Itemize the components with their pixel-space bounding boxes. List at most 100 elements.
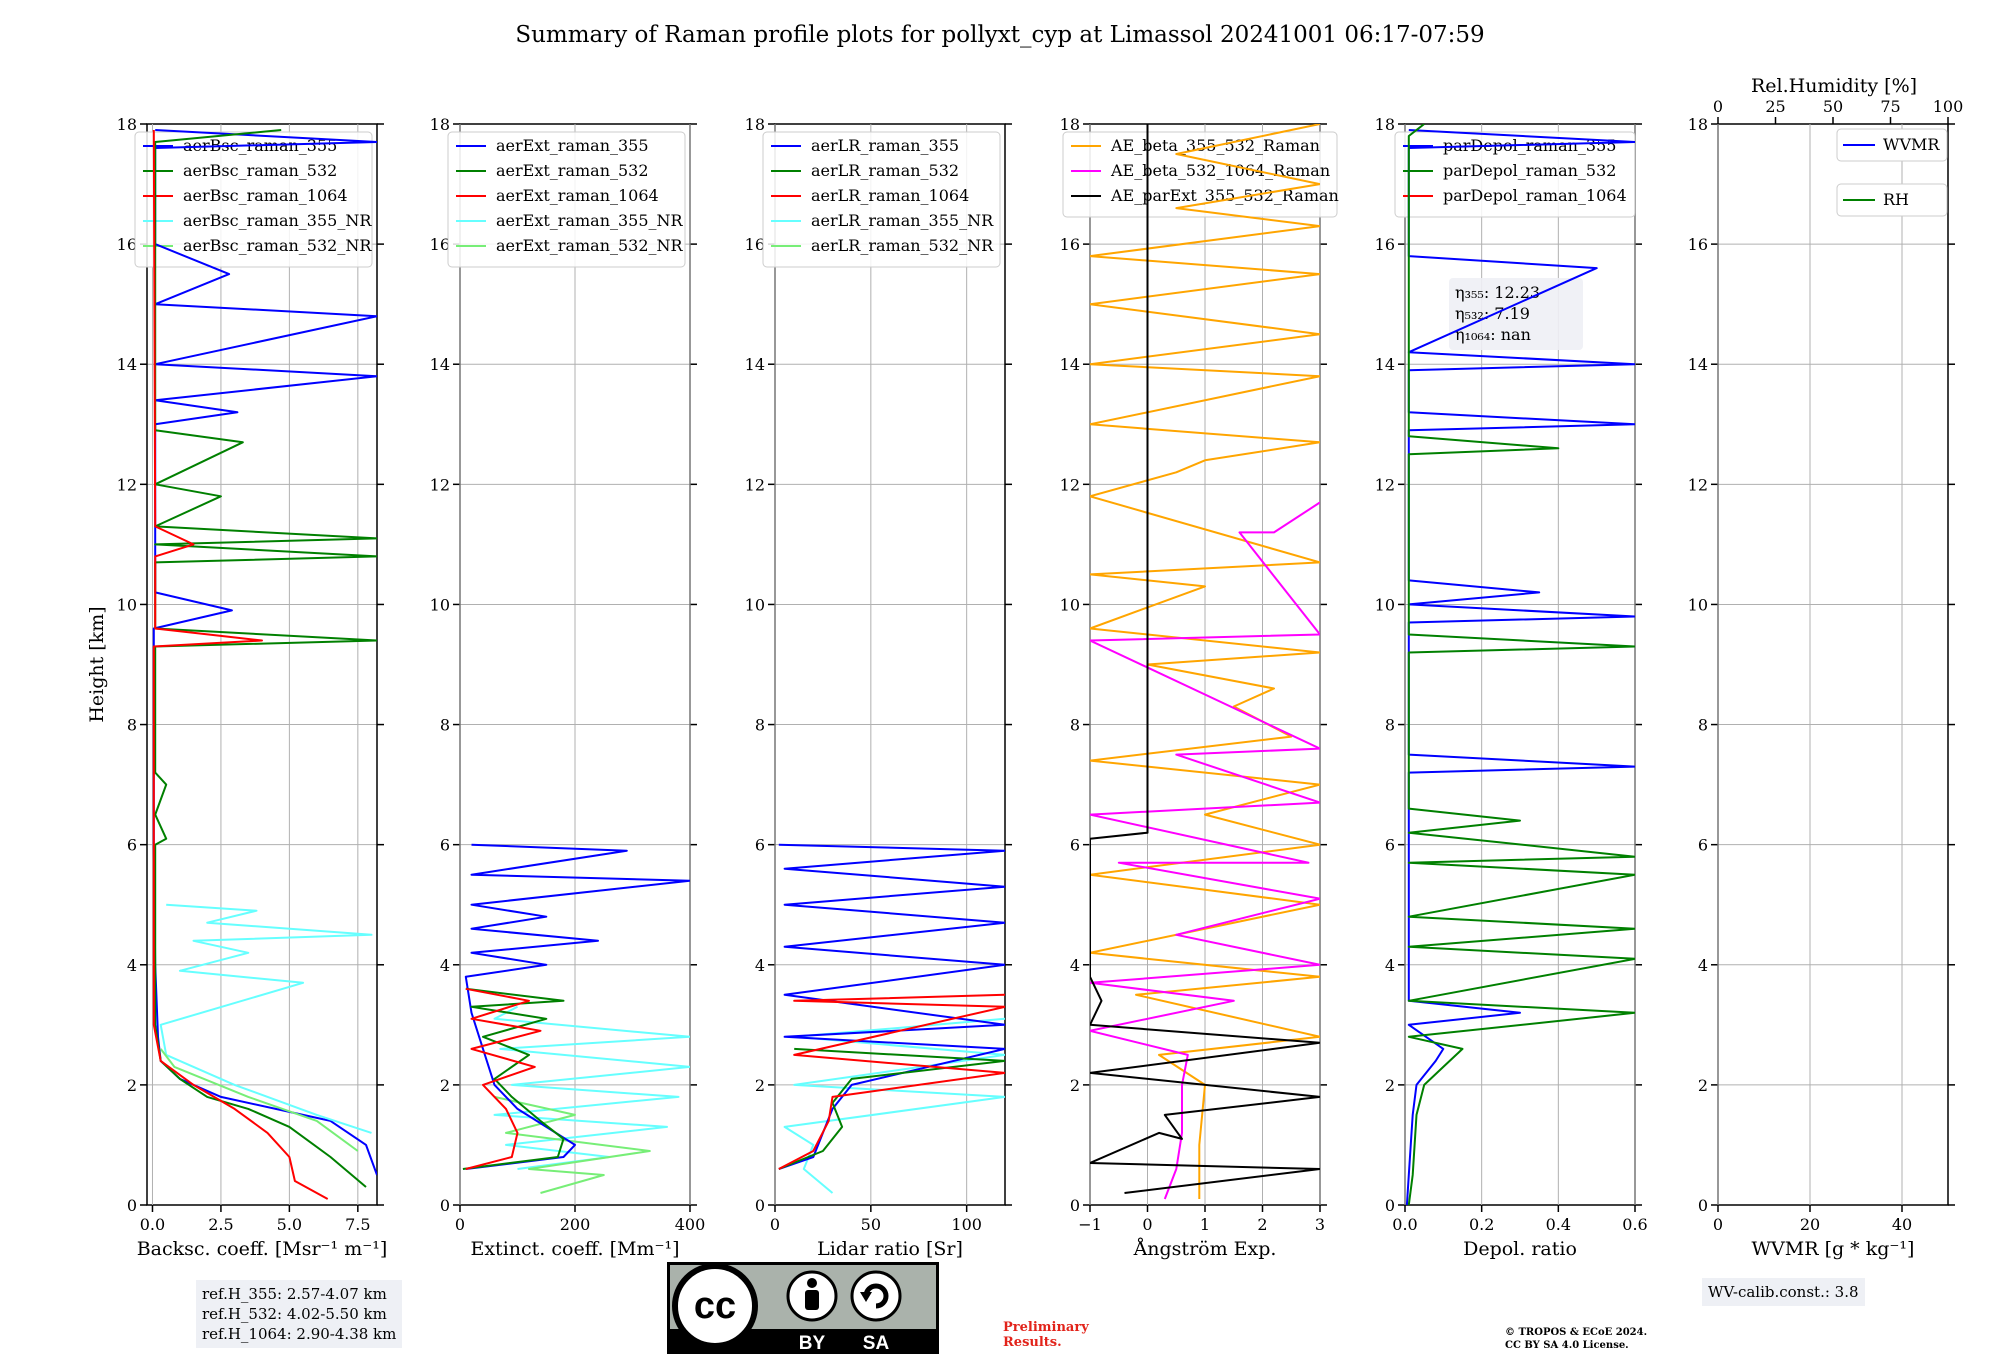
ext-series-aerExt_raman_355 <box>464 843 690 1170</box>
ext-legend-label: aerExt_raman_355_NR <box>496 211 684 230</box>
bsc-xlabel: Backsc. coeff. [Msr⁻¹ m⁻¹] <box>137 1238 388 1260</box>
rh-top-tick-label: 25 <box>1765 97 1785 116</box>
bsc-series-aerBsc_raman_1064 <box>152 129 329 1200</box>
ext-series-aerExt_raman_532 <box>462 987 565 1170</box>
depol-annotation-line: η₁₀₆₄: nan <box>1455 325 1531 344</box>
ae-ytick-label: 16 <box>1060 235 1080 254</box>
wv-ytick-label: 6 <box>1698 836 1708 855</box>
copyright-note: © TROPOS & ECoE 2024. CC BY SA 4.0 Licen… <box>1505 1326 1647 1352</box>
ext-legend-label: aerExt_raman_532_NR <box>496 236 684 255</box>
sa-share-arc <box>863 1283 889 1309</box>
wv-ytick-label: 16 <box>1688 235 1708 254</box>
ae-legend-box <box>1062 131 1338 218</box>
ext-series-aerExt_raman_355_NR <box>493 1005 690 1170</box>
wv-frame <box>1717 123 1949 1206</box>
bsc-legend-label: aerBsc_raman_532_NR <box>183 236 372 255</box>
ext-xtick-label: 400 <box>675 1215 706 1234</box>
by-text: BY <box>799 1333 826 1354</box>
ext-series-aerExt_raman_532_NR <box>494 1095 651 1194</box>
ext-legend-box <box>447 131 686 268</box>
ae-ytick-label: 0 <box>1070 1196 1080 1215</box>
depol-ytick-label: 18 <box>1375 115 1395 134</box>
wv-xtick-label: 40 <box>1892 1215 1912 1234</box>
lr-ytick-label: 18 <box>745 115 765 134</box>
bsc-ytick-label: 10 <box>117 595 137 614</box>
bsc-xtick-label: 7.5 <box>345 1215 370 1234</box>
ae-xtick-label: 0 <box>1142 1215 1152 1234</box>
ae-ytick-label: 18 <box>1060 115 1080 134</box>
bsc-ytick-label: 2 <box>127 1076 137 1095</box>
wvmr-legend-box <box>1836 128 1948 162</box>
depol-axes: 0 2 4 6 8 10 12 14 16 18 0.0 0.2 0.4 0.6 Depol. ratio p… <box>1375 115 1648 1260</box>
rh-top-label: Rel.Humidity [%] <box>1751 75 1917 97</box>
ext-series-aerExt_raman_1064 <box>465 987 542 1170</box>
ext-ytick-label: 10 <box>430 595 450 614</box>
lr-ytick-label: 10 <box>745 595 765 614</box>
ae-xtick-label: 2 <box>1257 1215 1267 1234</box>
lr-series-group <box>778 843 1005 1194</box>
ext-legend-label: aerExt_raman_355 <box>496 136 649 155</box>
ext-legend-label: aerExt_raman_1064 <box>496 186 659 205</box>
depol-ytick-label: 14 <box>1375 355 1395 374</box>
ref-height-355: ref.H_355: 2.57-4.07 km <box>202 1285 387 1303</box>
depol-annotation-line: η₃₅₅: 12.23 <box>1455 283 1540 302</box>
ae-series-group <box>1090 124 1320 1200</box>
sa-share-arrow <box>860 1292 872 1302</box>
rh-top-tick-label: 100 <box>1933 97 1964 116</box>
ae-ytick-label: 4 <box>1070 956 1080 975</box>
ae-ytick-label: 8 <box>1070 716 1080 735</box>
depol-legend-box <box>1394 131 1636 218</box>
bsc-xtick-label: 0.0 <box>140 1215 165 1234</box>
bsc-ytick-label: 4 <box>127 956 137 975</box>
figure-title: Summary of Raman profile plots for polly… <box>515 22 1485 48</box>
depol-ytick-label: 4 <box>1385 956 1395 975</box>
wvmr-legend-label: WVMR <box>1883 135 1940 154</box>
depol-xlabel: Depol. ratio <box>1463 1238 1577 1260</box>
ae-xtick-label: 1 <box>1200 1215 1210 1234</box>
ref-height-1064: ref.H_1064: 2.90-4.38 km <box>202 1325 397 1343</box>
lr-series-aerLR_raman_355_NR <box>783 1017 1005 1194</box>
lr-legend-box <box>762 131 1001 268</box>
lr-ytick-label: 12 <box>745 475 765 494</box>
reference-height-box: ref.H_355: 2.57-4.07 km ref.H_532: 4.02-… <box>196 1280 403 1348</box>
depol-ytick-label: 6 <box>1385 836 1395 855</box>
ae-xtick-label: 3 <box>1315 1215 1325 1234</box>
lr-ytick-label: 2 <box>755 1076 765 1095</box>
ext-xlabel: Extinct. coeff. [Mm⁻¹] <box>470 1238 679 1260</box>
bsc-series-aerBsc_raman_355_NR <box>159 903 373 1134</box>
lr-axes: 0 2 4 6 8 10 12 14 16 18 0 50 100 Lidar ratio [Sr] aer… <box>745 115 1012 1260</box>
bsc-ytick-label: 8 <box>127 716 137 735</box>
depol-legend-label: parDepol_raman_532 <box>1443 161 1616 180</box>
wv-axes: 0 2 4 6 8 10 12 14 16 18 0 20 40 0 25 50 75 100 Rel.Humidi… <box>1688 75 1964 1260</box>
cc-license-badge: cc BY SA <box>667 1262 939 1354</box>
lr-series-aerLR_raman_1064 <box>778 993 1005 1170</box>
depol-ytick-label: 16 <box>1375 235 1395 254</box>
lr-xtick-label: 100 <box>951 1215 982 1234</box>
preliminary-line-1: Preliminary <box>1003 1320 1089 1335</box>
wv-xtick-label: 20 <box>1800 1215 1820 1234</box>
ref-height-532: ref.H_532: 4.02-5.50 km <box>202 1305 387 1323</box>
bsc-ytick-label: 14 <box>117 355 137 374</box>
ext-series-group <box>462 843 690 1194</box>
ae-ytick-label: 2 <box>1070 1076 1080 1095</box>
bsc-legend-label: aerBsc_raman_532 <box>183 161 337 180</box>
ae-ytick-label: 14 <box>1060 355 1080 374</box>
by-person-body <box>805 1290 819 1310</box>
rh-top-tick-label: 50 <box>1823 97 1843 116</box>
ext-ytick-label: 12 <box>430 475 450 494</box>
wv-ytick-label: 4 <box>1698 956 1708 975</box>
ext-ytick-label: 2 <box>440 1076 450 1095</box>
rh-top-tick-label: 75 <box>1880 97 1900 116</box>
wv-ytick-label: 8 <box>1698 716 1708 735</box>
wv-xtick-label: 0 <box>1713 1215 1723 1234</box>
ext-ytick-label: 16 <box>430 235 450 254</box>
wv-calib-text: WV-calib.const.: 3.8 <box>1708 1283 1859 1301</box>
ae-legend-label: AE_parExt_355_532_Raman <box>1110 186 1339 205</box>
lr-ytick-label: 0 <box>755 1196 765 1215</box>
ae-ytick-label: 10 <box>1060 595 1080 614</box>
depol-xtick-label: 0.4 <box>1546 1215 1571 1234</box>
sa-text: SA <box>863 1333 890 1354</box>
bsc-frame <box>146 123 378 1206</box>
depol-ytick-label: 10 <box>1375 595 1395 614</box>
